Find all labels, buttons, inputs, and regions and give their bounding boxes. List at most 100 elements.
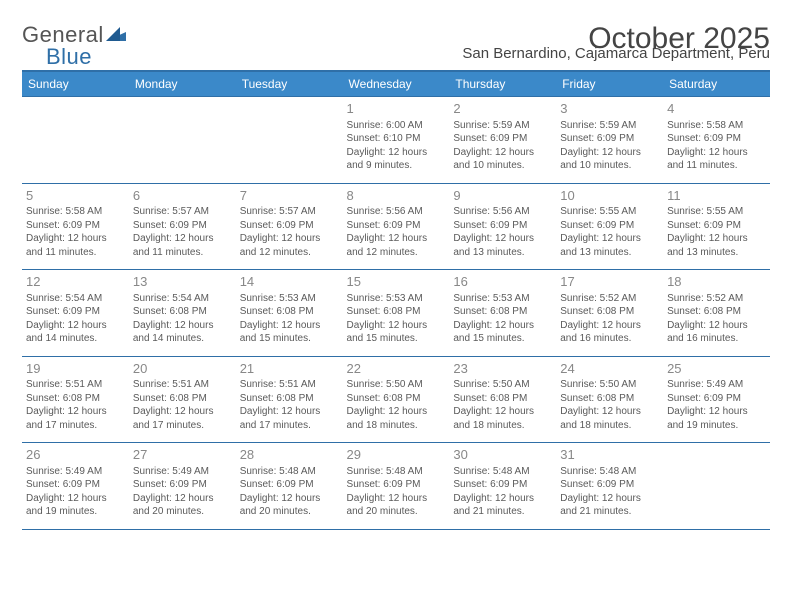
calendar-cell: 5Sunrise: 5:58 AMSunset: 6:09 PMDaylight… [22, 183, 129, 270]
day-header: Saturday [663, 71, 770, 97]
sunset-line: Sunset: 6:09 PM [26, 305, 125, 319]
day-number: 2 [453, 100, 552, 118]
sunset-line: Sunset: 6:09 PM [560, 478, 659, 492]
day-number: 7 [240, 187, 339, 205]
calendar-cell: 23Sunrise: 5:50 AMSunset: 6:08 PMDayligh… [449, 356, 556, 443]
sunrise-line: Sunrise: 5:54 AM [133, 292, 232, 306]
sunrise-line: Sunrise: 5:53 AM [240, 292, 339, 306]
calendar-cell: 30Sunrise: 5:48 AMSunset: 6:09 PMDayligh… [449, 443, 556, 530]
sunset-line: Sunset: 6:08 PM [347, 305, 446, 319]
calendar-cell: 6Sunrise: 5:57 AMSunset: 6:09 PMDaylight… [129, 183, 236, 270]
sunset-line: Sunset: 6:09 PM [133, 478, 232, 492]
sunrise-line: Sunrise: 5:59 AM [453, 119, 552, 133]
logo-text-2: Blue [46, 44, 92, 70]
daylight-line: Daylight: 12 hours and 14 minutes. [26, 319, 125, 346]
day-number: 4 [667, 100, 766, 118]
daylight-line: Daylight: 12 hours and 15 minutes. [347, 319, 446, 346]
day-number: 17 [560, 273, 659, 291]
sunset-line: Sunset: 6:08 PM [347, 392, 446, 406]
sunrise-line: Sunrise: 5:48 AM [347, 465, 446, 479]
daylight-line: Daylight: 12 hours and 21 minutes. [560, 492, 659, 519]
calendar-cell: 16Sunrise: 5:53 AMSunset: 6:08 PMDayligh… [449, 270, 556, 357]
daylight-line: Daylight: 12 hours and 18 minutes. [453, 405, 552, 432]
daylight-line: Daylight: 12 hours and 20 minutes. [347, 492, 446, 519]
day-number: 23 [453, 360, 552, 378]
daylight-line: Daylight: 12 hours and 10 minutes. [560, 146, 659, 173]
logo-text-2-wrap: Blue [46, 44, 92, 70]
calendar-cell [129, 97, 236, 184]
sunset-line: Sunset: 6:08 PM [560, 305, 659, 319]
sunrise-line: Sunrise: 5:49 AM [133, 465, 232, 479]
sunset-line: Sunset: 6:09 PM [453, 478, 552, 492]
day-header: Thursday [449, 71, 556, 97]
calendar-cell: 13Sunrise: 5:54 AMSunset: 6:08 PMDayligh… [129, 270, 236, 357]
day-number: 19 [26, 360, 125, 378]
calendar-cell [236, 97, 343, 184]
calendar-cell: 10Sunrise: 5:55 AMSunset: 6:09 PMDayligh… [556, 183, 663, 270]
day-number: 15 [347, 273, 446, 291]
sunset-line: Sunset: 6:10 PM [347, 132, 446, 146]
daylight-line: Daylight: 12 hours and 10 minutes. [453, 146, 552, 173]
daylight-line: Daylight: 12 hours and 17 minutes. [240, 405, 339, 432]
sunrise-line: Sunrise: 5:50 AM [453, 378, 552, 392]
sunrise-line: Sunrise: 5:48 AM [560, 465, 659, 479]
sunset-line: Sunset: 6:08 PM [453, 305, 552, 319]
daylight-line: Daylight: 12 hours and 16 minutes. [667, 319, 766, 346]
calendar-cell: 19Sunrise: 5:51 AMSunset: 6:08 PMDayligh… [22, 356, 129, 443]
calendar-cell: 9Sunrise: 5:56 AMSunset: 6:09 PMDaylight… [449, 183, 556, 270]
sunset-line: Sunset: 6:08 PM [133, 305, 232, 319]
calendar-week-row: 12Sunrise: 5:54 AMSunset: 6:09 PMDayligh… [22, 270, 770, 357]
sunrise-line: Sunrise: 5:56 AM [347, 205, 446, 219]
sunrise-line: Sunrise: 5:52 AM [667, 292, 766, 306]
sunrise-line: Sunrise: 5:53 AM [453, 292, 552, 306]
day-header-row: Sunday Monday Tuesday Wednesday Thursday… [22, 71, 770, 97]
daylight-line: Daylight: 12 hours and 12 minutes. [347, 232, 446, 259]
sunrise-line: Sunrise: 5:58 AM [667, 119, 766, 133]
location-subtitle: San Bernardino, Cajamarca Department, Pe… [462, 45, 770, 62]
daylight-line: Daylight: 12 hours and 13 minutes. [667, 232, 766, 259]
day-number: 3 [560, 100, 659, 118]
daylight-line: Daylight: 12 hours and 16 minutes. [560, 319, 659, 346]
day-number: 24 [560, 360, 659, 378]
sunrise-line: Sunrise: 5:51 AM [26, 378, 125, 392]
day-number: 28 [240, 446, 339, 464]
sunrise-line: Sunrise: 5:59 AM [560, 119, 659, 133]
logo-flag-icon [106, 27, 128, 43]
day-number: 10 [560, 187, 659, 205]
calendar-cell: 21Sunrise: 5:51 AMSunset: 6:08 PMDayligh… [236, 356, 343, 443]
sunset-line: Sunset: 6:09 PM [667, 392, 766, 406]
calendar-cell: 2Sunrise: 5:59 AMSunset: 6:09 PMDaylight… [449, 97, 556, 184]
day-header: Monday [129, 71, 236, 97]
calendar-cell: 1Sunrise: 6:00 AMSunset: 6:10 PMDaylight… [343, 97, 450, 184]
daylight-line: Daylight: 12 hours and 19 minutes. [26, 492, 125, 519]
calendar-week-row: 19Sunrise: 5:51 AMSunset: 6:08 PMDayligh… [22, 356, 770, 443]
calendar-cell: 29Sunrise: 5:48 AMSunset: 6:09 PMDayligh… [343, 443, 450, 530]
sunrise-line: Sunrise: 5:54 AM [26, 292, 125, 306]
daylight-line: Daylight: 12 hours and 11 minutes. [26, 232, 125, 259]
sunset-line: Sunset: 6:08 PM [667, 305, 766, 319]
day-number: 31 [560, 446, 659, 464]
sunset-line: Sunset: 6:09 PM [240, 219, 339, 233]
calendar-table: Sunday Monday Tuesday Wednesday Thursday… [22, 70, 770, 530]
calendar-cell: 27Sunrise: 5:49 AMSunset: 6:09 PMDayligh… [129, 443, 236, 530]
daylight-line: Daylight: 12 hours and 19 minutes. [667, 405, 766, 432]
sunset-line: Sunset: 6:08 PM [26, 392, 125, 406]
sunset-line: Sunset: 6:08 PM [240, 392, 339, 406]
sunrise-line: Sunrise: 5:49 AM [26, 465, 125, 479]
day-number: 27 [133, 446, 232, 464]
calendar-cell: 28Sunrise: 5:48 AMSunset: 6:09 PMDayligh… [236, 443, 343, 530]
daylight-line: Daylight: 12 hours and 11 minutes. [667, 146, 766, 173]
calendar-cell: 7Sunrise: 5:57 AMSunset: 6:09 PMDaylight… [236, 183, 343, 270]
sunrise-line: Sunrise: 5:50 AM [347, 378, 446, 392]
calendar-cell: 26Sunrise: 5:49 AMSunset: 6:09 PMDayligh… [22, 443, 129, 530]
sunrise-line: Sunrise: 5:53 AM [347, 292, 446, 306]
sunset-line: Sunset: 6:08 PM [453, 392, 552, 406]
calendar-cell: 15Sunrise: 5:53 AMSunset: 6:08 PMDayligh… [343, 270, 450, 357]
sunrise-line: Sunrise: 5:55 AM [560, 205, 659, 219]
day-number: 14 [240, 273, 339, 291]
calendar-cell: 12Sunrise: 5:54 AMSunset: 6:09 PMDayligh… [22, 270, 129, 357]
day-number: 1 [347, 100, 446, 118]
day-number: 6 [133, 187, 232, 205]
sunset-line: Sunset: 6:08 PM [560, 392, 659, 406]
daylight-line: Daylight: 12 hours and 20 minutes. [133, 492, 232, 519]
